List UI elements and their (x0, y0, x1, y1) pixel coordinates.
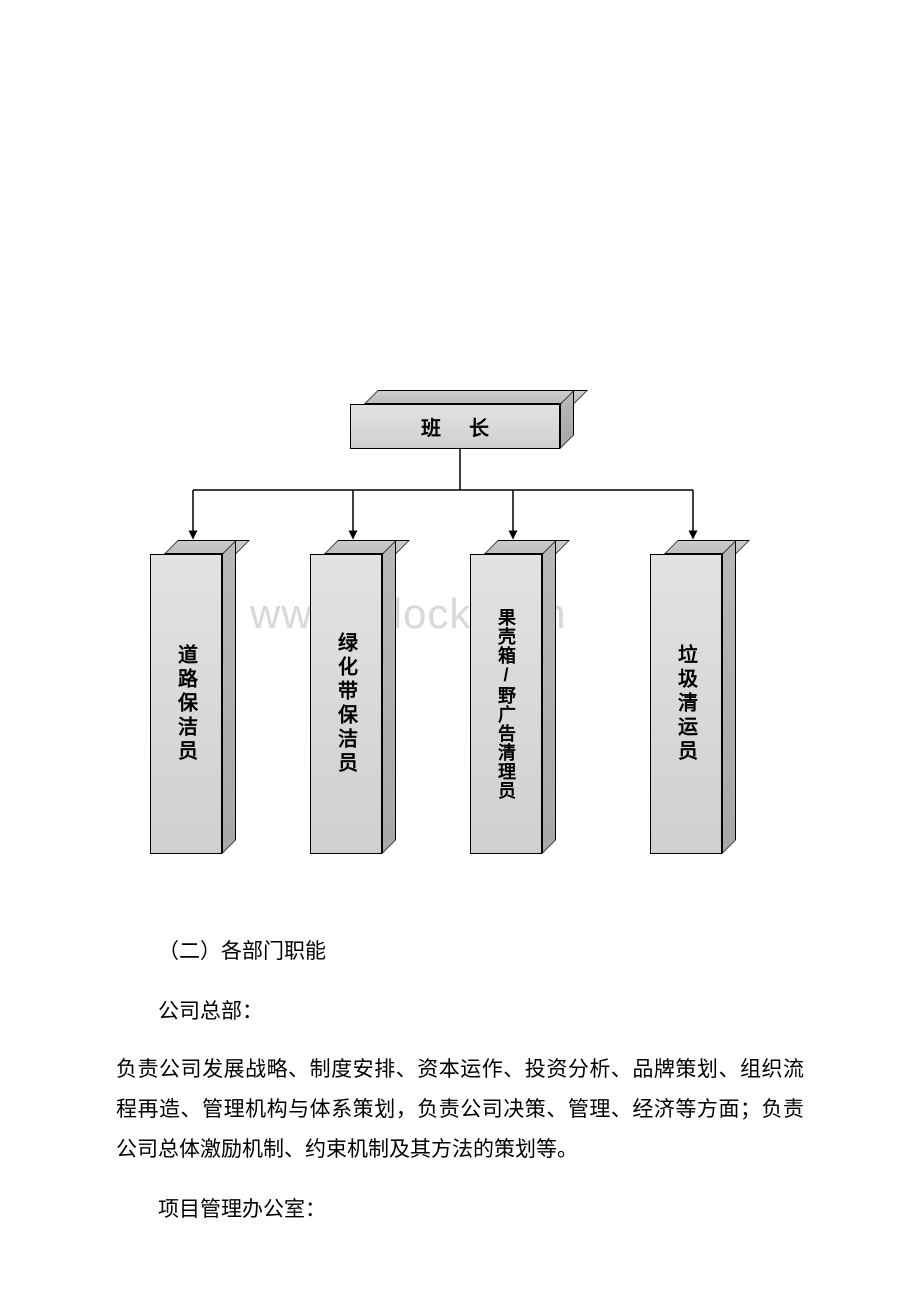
org-node-pillar-2-label: 果壳箱/野广告清理员 (493, 608, 519, 800)
org-node-leader-label: 班长 (393, 412, 517, 441)
org-node-pillar-1-label: 绿化带保洁员 (332, 632, 361, 776)
paragraph-hq-body-text: 负责公司发展战略、制度安排、资本运作、投资分析、品牌策划、组织流程再造、管理机构… (116, 1057, 804, 1161)
org-diagram: www.bdock.com 班长 道路保洁员 (120, 380, 800, 850)
paragraph-pmo-title: 项目管理办公室： (116, 1190, 804, 1230)
section-heading: （二）各部门职能 (116, 932, 804, 972)
org-node-pillar-0-label: 道路保洁员 (172, 644, 201, 764)
paragraph-hq-body: 负责公司发展战略、制度安排、资本运作、投资分析、品牌策划、组织流程再造、管理机构… (116, 1050, 804, 1170)
paragraph-hq-title: 公司总部： (116, 992, 804, 1032)
org-node-pillar-3-label: 垃圾清运员 (672, 644, 701, 764)
org-node-pillar-2: 果壳箱/野广告清理员 (470, 540, 542, 840)
org-node-pillar-3: 垃圾清运员 (650, 540, 722, 840)
org-node-leader: 班长 (350, 390, 560, 435)
org-node-pillar-0: 道路保洁员 (150, 540, 222, 840)
org-node-pillar-1: 绿化带保洁员 (310, 540, 382, 840)
